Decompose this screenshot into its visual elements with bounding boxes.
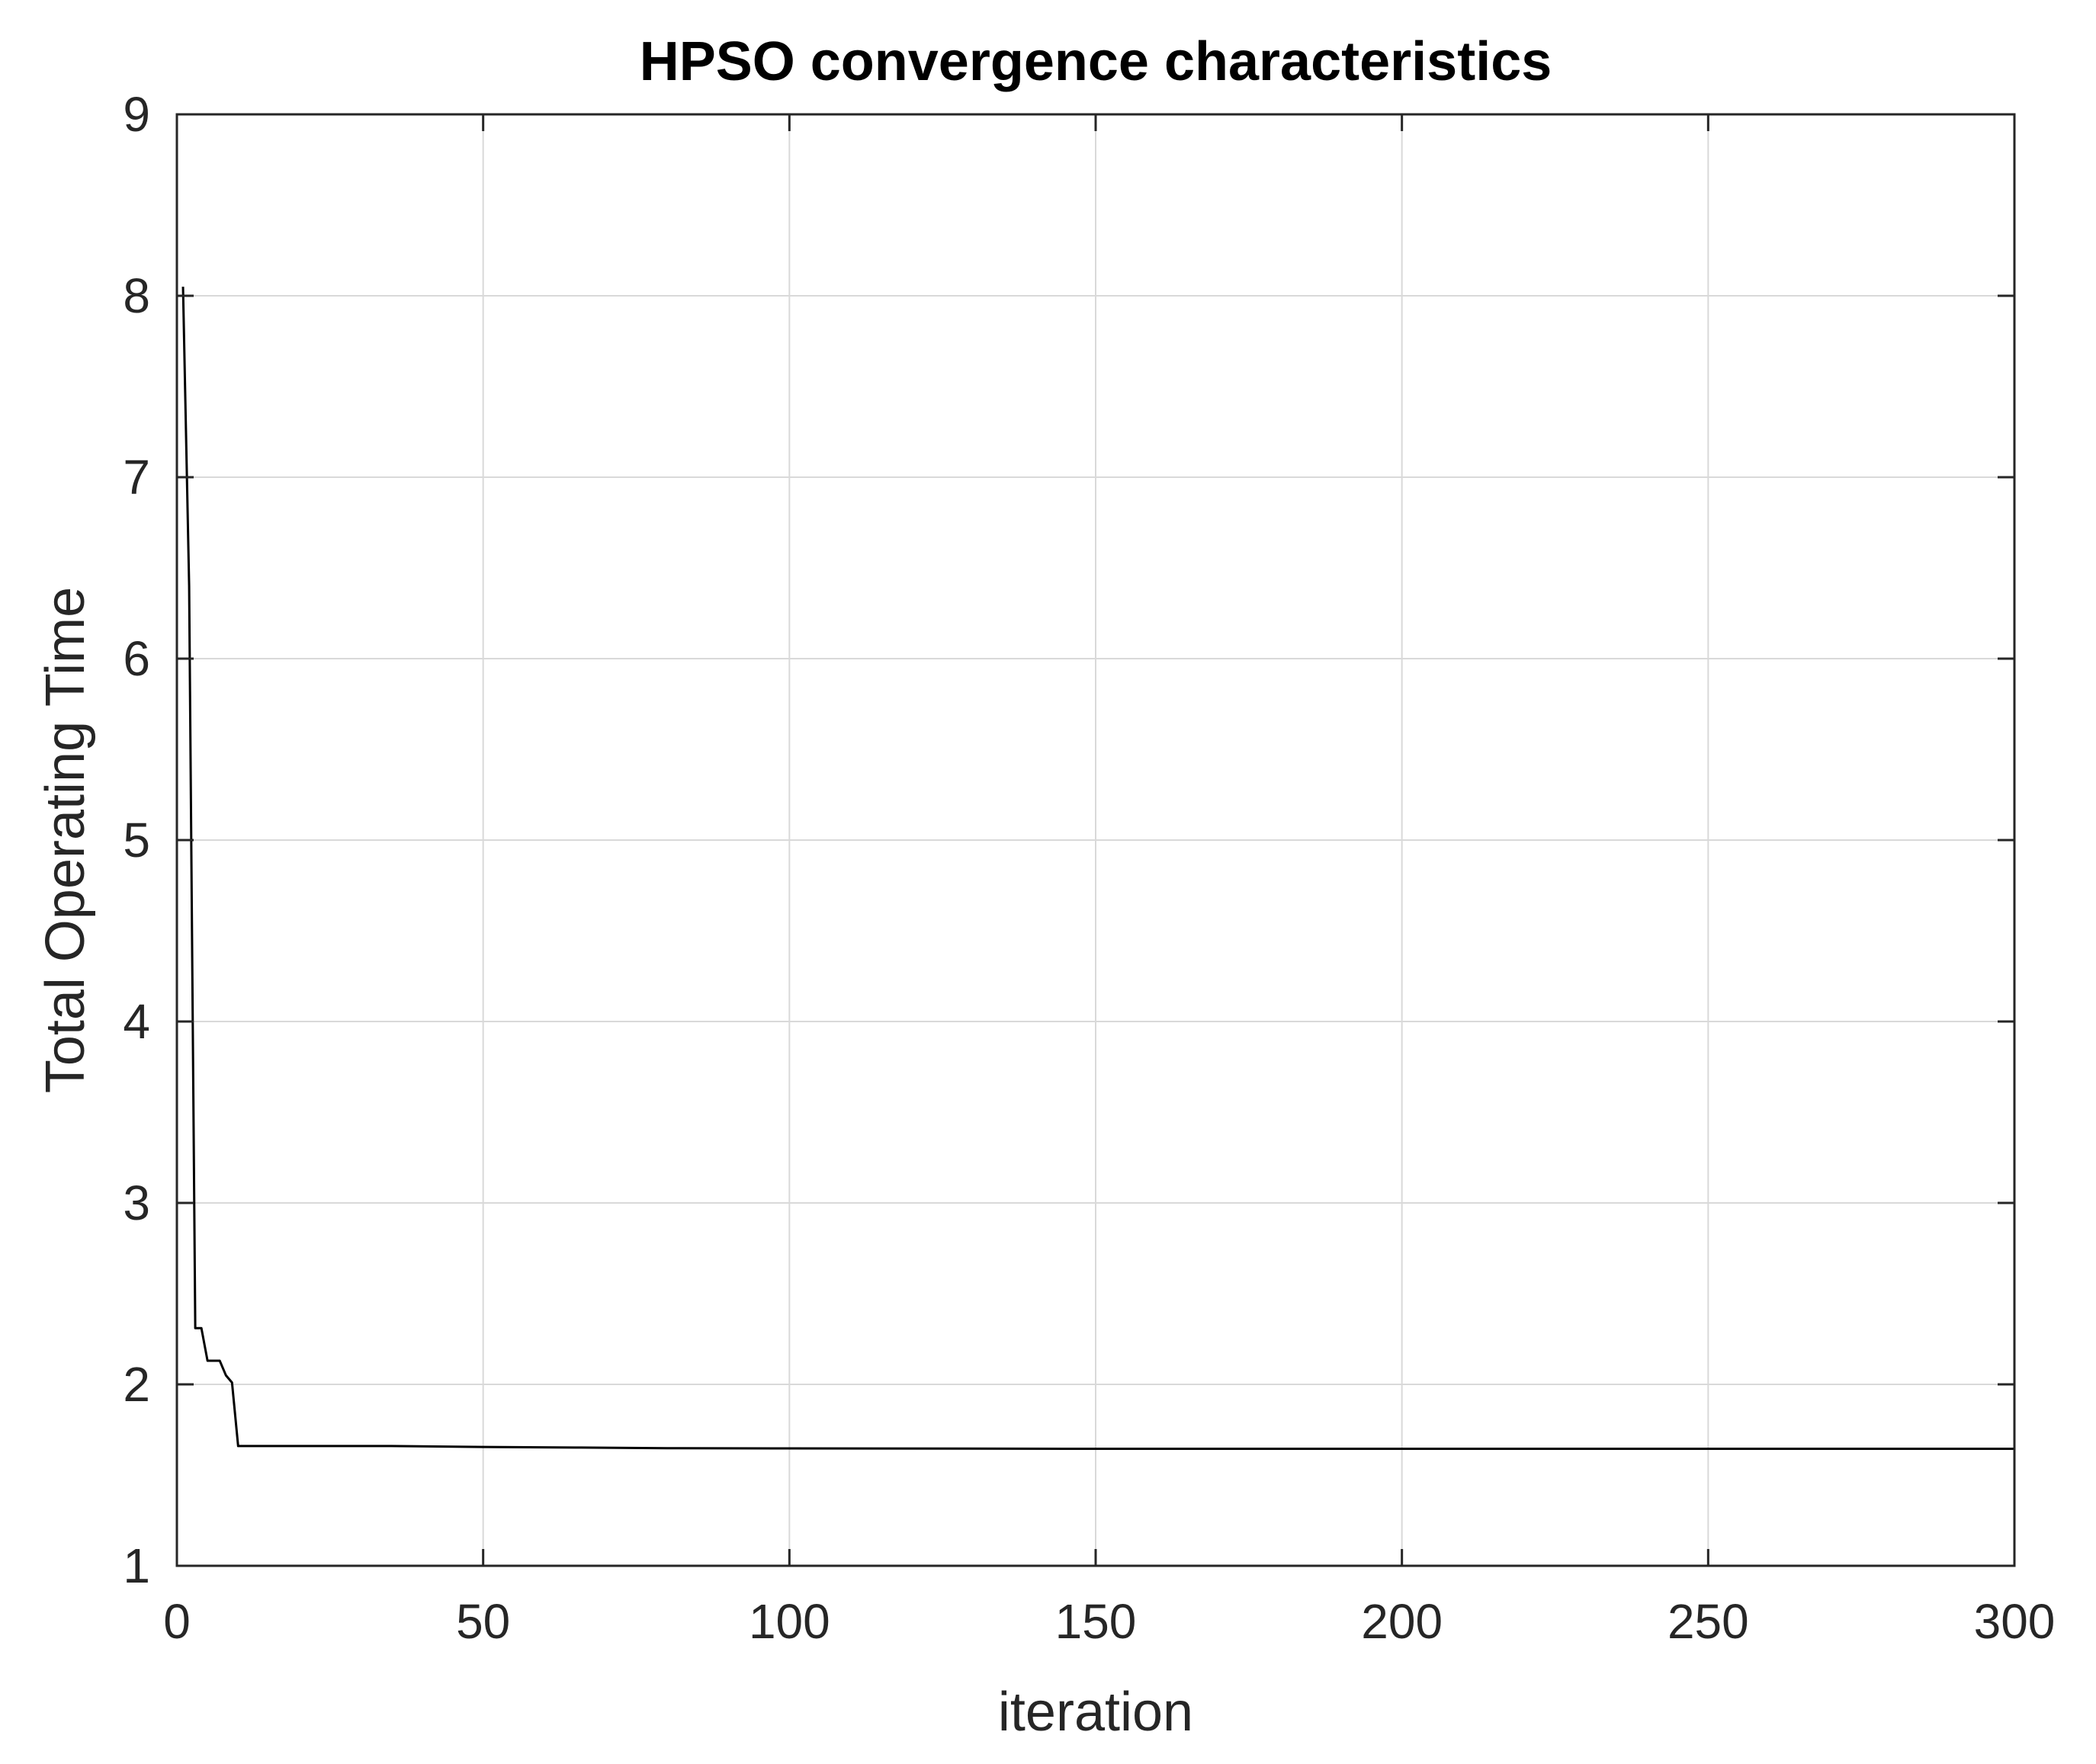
y-tick-labels: 1 2 3 4 5 6 7 8 9 bbox=[123, 87, 150, 1593]
ticks bbox=[175, 113, 2016, 1567]
y-tick-label: 9 bbox=[123, 87, 150, 142]
chart-title: HPSO convergence characteristics bbox=[640, 31, 1552, 92]
y-tick-label: 2 bbox=[123, 1357, 150, 1412]
y-tick-label: 3 bbox=[123, 1175, 150, 1230]
y-tick-label: 4 bbox=[123, 994, 150, 1049]
x-axis-label: iteration bbox=[998, 1682, 1193, 1743]
series-line-1 bbox=[181, 287, 2014, 1450]
x-tick-labels: 0 50 100 150 200 250 300 bbox=[163, 1594, 2055, 1649]
y-tick-label: 1 bbox=[123, 1538, 150, 1593]
y-tick-label: 5 bbox=[123, 813, 150, 868]
x-tick-label: 200 bbox=[1361, 1594, 1443, 1649]
series-layer bbox=[181, 287, 2014, 1450]
y-axis-label: Total Operating Time bbox=[35, 587, 96, 1093]
y-tick-label: 7 bbox=[123, 450, 150, 505]
x-tick-label: 300 bbox=[1974, 1594, 2056, 1649]
grid bbox=[177, 114, 2014, 1566]
x-tick-label: 100 bbox=[749, 1594, 830, 1649]
y-tick-label: 8 bbox=[123, 268, 150, 323]
x-tick-label: 50 bbox=[456, 1594, 510, 1649]
x-tick-label: 0 bbox=[163, 1594, 191, 1649]
y-tick-label: 6 bbox=[123, 631, 150, 686]
x-tick-label: 250 bbox=[1667, 1594, 1749, 1649]
x-tick-label: 150 bbox=[1055, 1594, 1137, 1649]
